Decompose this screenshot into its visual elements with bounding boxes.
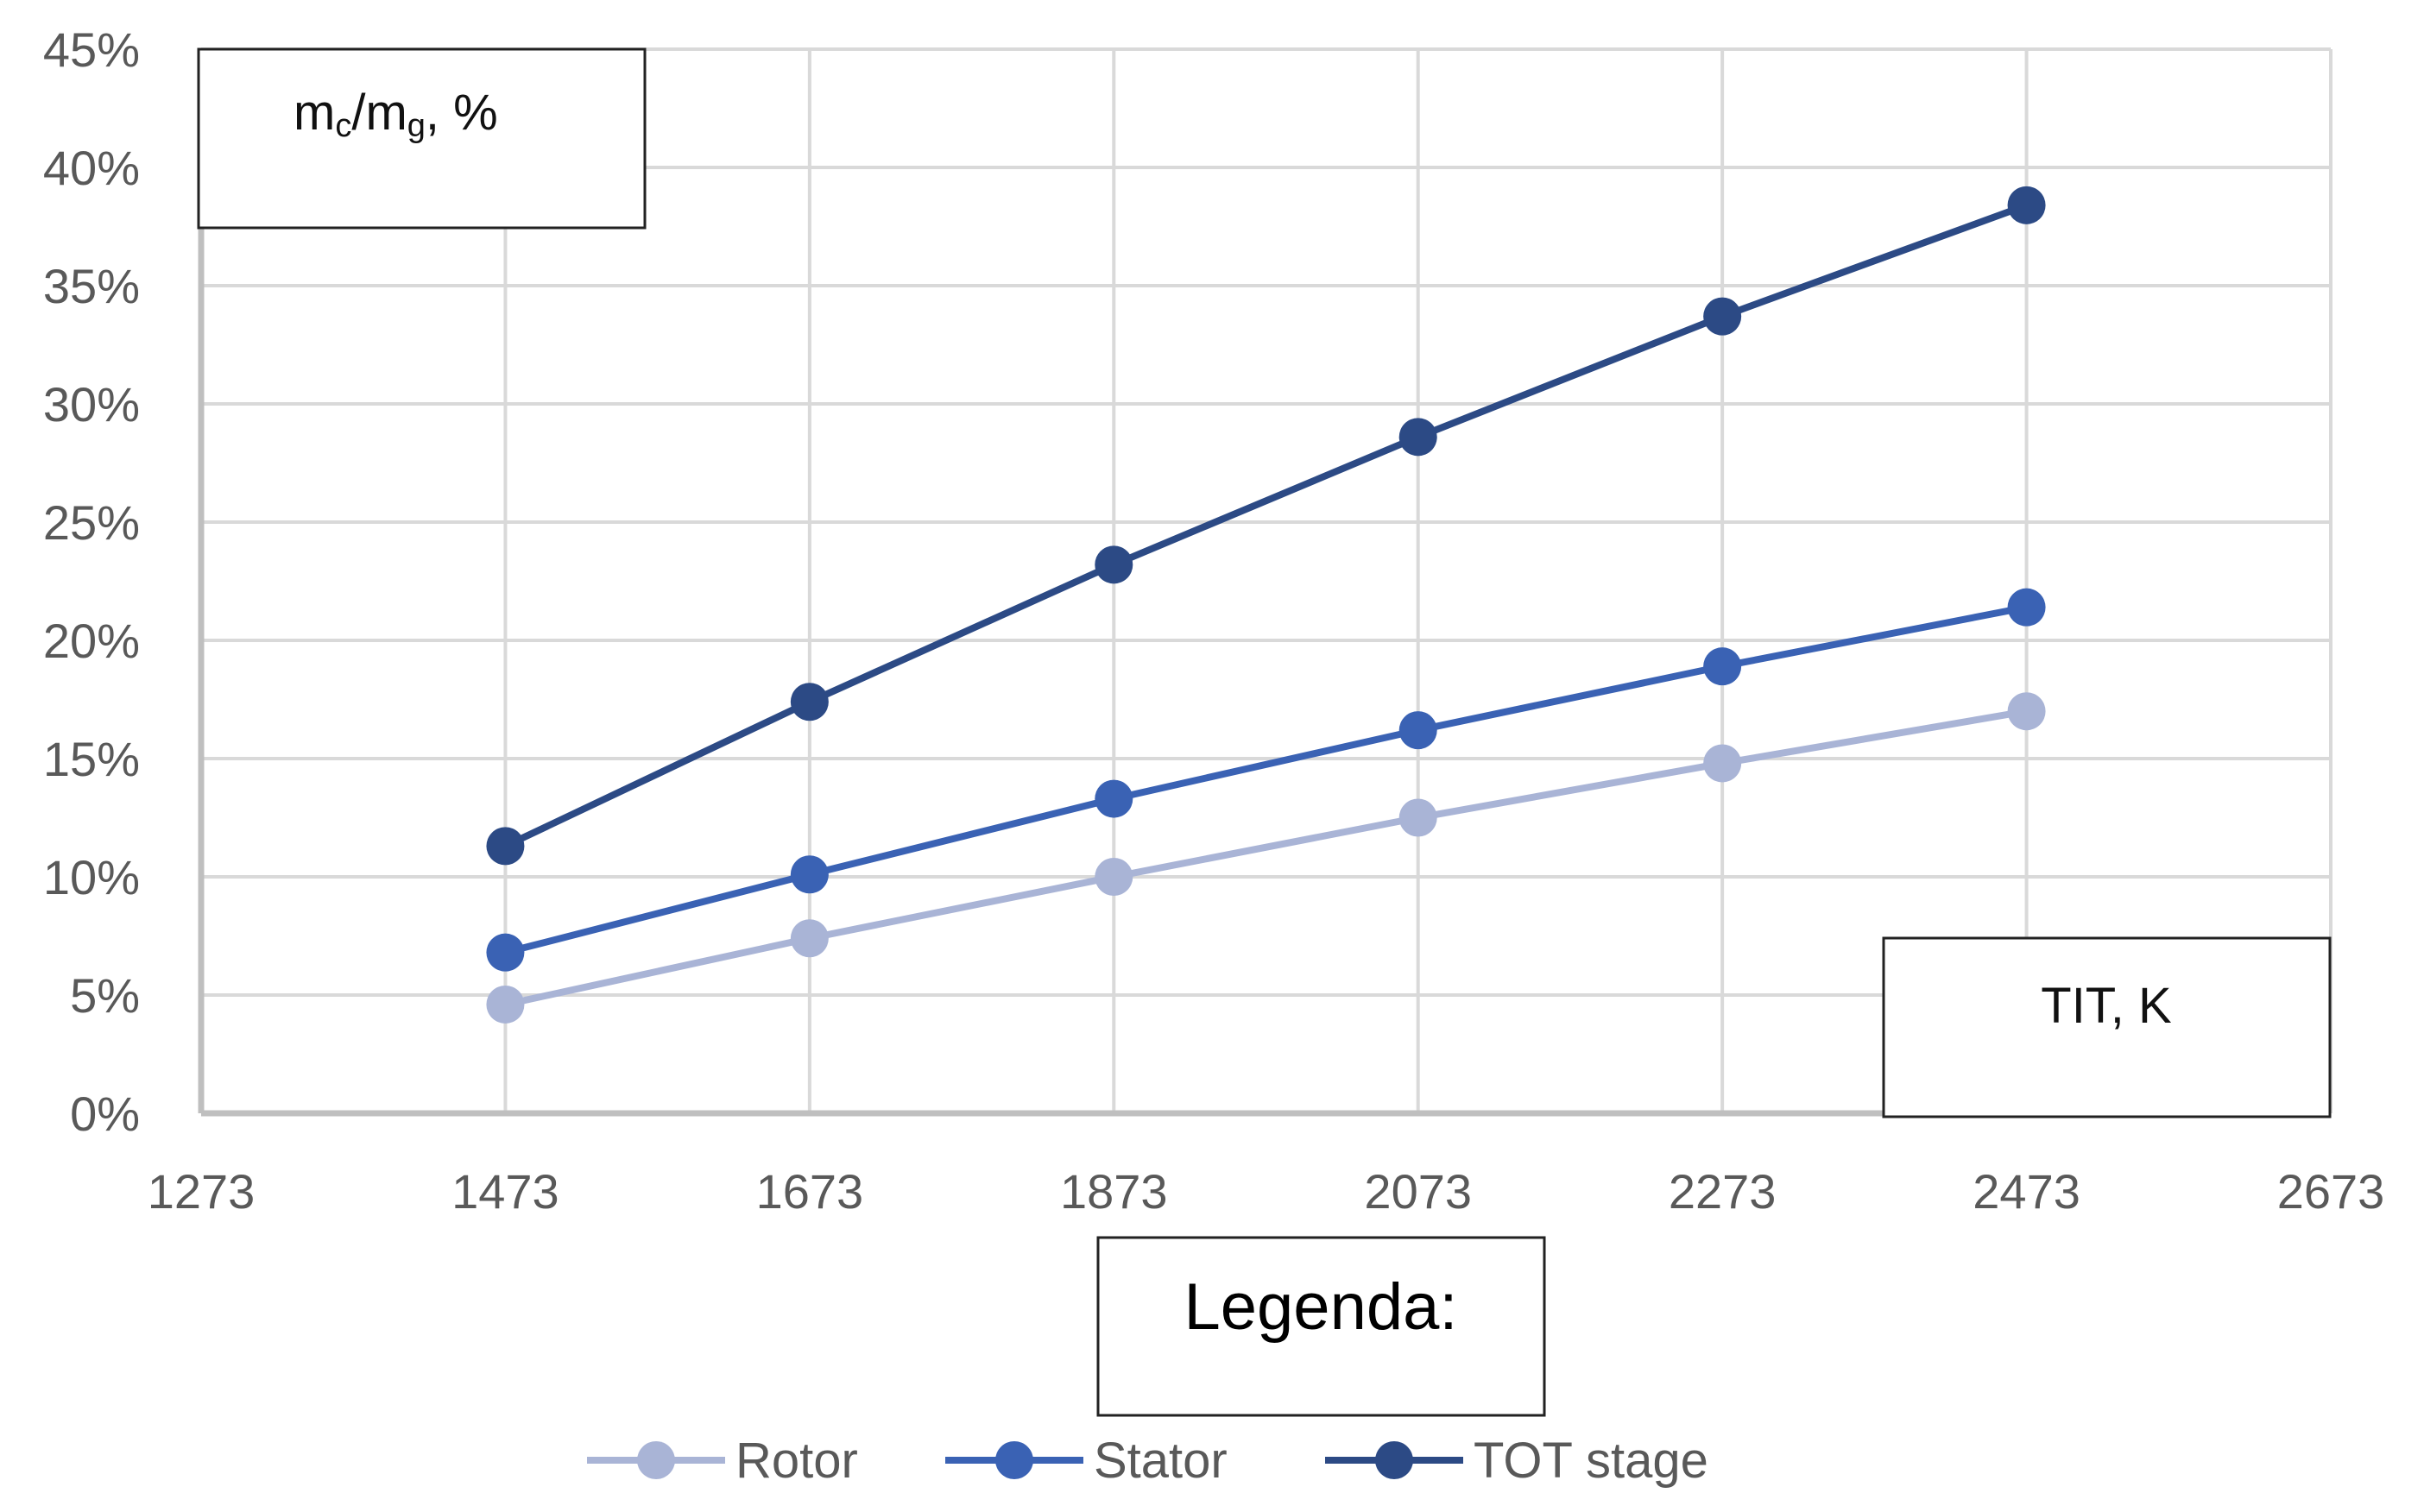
data-point <box>790 683 829 721</box>
legend-title: Legenda: <box>1184 1270 1458 1344</box>
y-tick-label: 0% <box>70 1087 140 1141</box>
data-point <box>1398 711 1437 750</box>
legend-swatch-marker <box>995 1441 1033 1479</box>
y-tick-label: 30% <box>43 377 140 432</box>
x-tick-label: 1873 <box>1060 1164 1168 1219</box>
series-line <box>504 708 2028 1008</box>
y-axis-label: mc/mg, % <box>294 85 498 144</box>
legend-label: Rotor <box>735 1433 858 1489</box>
grid <box>201 47 2332 1113</box>
series-group <box>486 186 2046 1024</box>
y-tick-label: 40% <box>43 141 140 195</box>
x-tick-label: 2673 <box>2277 1164 2385 1219</box>
data-point <box>486 827 525 866</box>
x-axis-label: TIT, K <box>2041 978 2172 1034</box>
data-point <box>1095 779 1133 818</box>
data-point <box>486 985 525 1024</box>
data-point <box>790 855 829 894</box>
data-point <box>790 919 829 958</box>
x-tick-label: 1273 <box>148 1164 256 1219</box>
legend-item-stator: Stator <box>945 1433 1228 1489</box>
legend-item-rotor: Rotor <box>587 1433 858 1489</box>
series-tot-stage <box>486 186 2046 866</box>
data-point <box>1703 647 1742 686</box>
y-tick-label: 10% <box>43 850 140 904</box>
x-tick-label: 2473 <box>1973 1164 2080 1219</box>
series-rotor <box>486 692 2046 1024</box>
legend-title-box: Legenda: <box>1096 1236 1546 1417</box>
x-axis-label-box: TIT, K <box>1882 936 2332 1118</box>
y-tick-label: 35% <box>43 259 140 313</box>
x-tick-label: 2273 <box>1669 1164 1777 1219</box>
data-point <box>486 933 525 972</box>
y-tick-labels: 0% 5% 10% 15% 20% 25% 30% 35% 40% 45% <box>43 22 140 1141</box>
data-point <box>2007 588 2046 627</box>
y-tick-label: 15% <box>43 732 140 786</box>
data-point <box>1398 798 1437 837</box>
data-point <box>1703 297 1742 336</box>
data-point <box>2007 186 2046 224</box>
series-stator <box>486 588 2046 972</box>
data-point <box>1703 744 1742 783</box>
data-point <box>1095 545 1133 584</box>
y-axis-label-box: mc/mg, % <box>197 47 647 230</box>
y-tick-label: 25% <box>43 495 140 550</box>
legend: Rotor Stator TOT stage <box>587 1433 1708 1489</box>
legend-label: Stator <box>1094 1433 1228 1489</box>
x-tick-labels: 1273 1473 1673 1873 2073 2273 2473 2673 <box>148 1164 2385 1219</box>
y-tick-label: 5% <box>70 968 140 1023</box>
x-tick-label: 1673 <box>756 1164 864 1219</box>
y-tick-label: 20% <box>43 614 140 668</box>
x-tick-label: 2073 <box>1364 1164 1472 1219</box>
legend-item-tot-stage: TOT stage <box>1325 1433 1708 1489</box>
y-tick-label: 45% <box>43 22 140 77</box>
legend-label: TOT stage <box>1474 1433 1708 1489</box>
data-point <box>1398 418 1437 457</box>
legend-swatch-marker <box>637 1441 675 1479</box>
series-line <box>503 202 2028 849</box>
legend-swatch-marker <box>1375 1441 1413 1479</box>
data-point <box>2007 692 2046 731</box>
data-point <box>1095 858 1133 896</box>
series-line <box>504 603 2028 956</box>
x-tick-label: 1473 <box>451 1164 559 1219</box>
